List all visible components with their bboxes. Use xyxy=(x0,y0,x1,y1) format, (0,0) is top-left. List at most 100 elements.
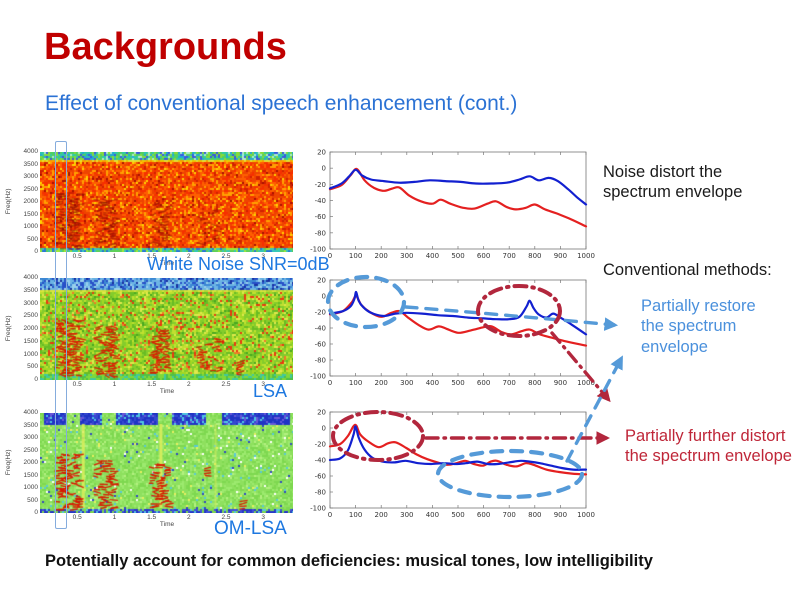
spec-ytick-label: 0 xyxy=(34,248,38,255)
spec-xtick-label: Time xyxy=(159,521,175,528)
spec-ytick-label: 3000 xyxy=(23,299,38,307)
x-tick-label: 0 xyxy=(328,379,332,387)
slide-footer: Potentially account for common deficienc… xyxy=(45,552,653,570)
blue-envelope xyxy=(328,290,588,336)
spec-ytick-label: 2500 xyxy=(23,446,38,454)
spec-ytick-label: 500 xyxy=(27,235,38,243)
x-tick-label: 500 xyxy=(451,252,464,260)
envelope-plot-1: 0 100 200 300 400 500 600 700 800 900 1000200-20-4… xyxy=(310,149,595,261)
x-tick-label: 800 xyxy=(528,379,541,387)
label-om-lsa: OM-LSA xyxy=(214,518,287,539)
spec-ytick-label: 1000 xyxy=(23,223,38,230)
y-tick-label: -20 xyxy=(315,309,326,317)
x-tick-label: 900 xyxy=(554,252,567,260)
y-tick-label: -40 xyxy=(315,325,326,333)
y-tick-label: -60 xyxy=(315,341,326,349)
x-tick-label: 800 xyxy=(528,252,541,260)
spec-ytick-label: 4000 xyxy=(23,409,38,416)
y-tick-label: -80 xyxy=(315,229,326,237)
spec-ytick-label: 2500 xyxy=(23,312,38,320)
red-envelope xyxy=(328,294,588,347)
spec-ytick-label: 500 xyxy=(27,363,38,371)
spec-ytick-label: 4000 xyxy=(23,274,38,281)
y-tick-label: -100 xyxy=(310,505,326,513)
label-white-noise: White Noise SNR=0dB xyxy=(147,254,330,274)
y-tick-label: 20 xyxy=(317,409,326,417)
x-tick-label: 800 xyxy=(528,511,541,519)
spec-xtick-label: 1 xyxy=(112,514,117,521)
spec-ytick-label: 1500 xyxy=(23,471,38,479)
envelope-plot-2: 0 100 200 300 400 500 600 700 800 900 1000200-20-4… xyxy=(310,277,595,388)
spec-ytick-label: 2000 xyxy=(23,198,38,205)
blue-envelope xyxy=(328,425,588,471)
spec-xtick-label: 2.5 xyxy=(221,381,231,388)
spectrogram-om-lsa-image xyxy=(40,413,293,513)
x-tick-label: 900 xyxy=(554,379,567,387)
spec-ytick-label: 0 xyxy=(34,376,38,383)
spec-ytick-label: 3500 xyxy=(23,286,38,294)
x-tick-label: 1000 xyxy=(577,511,595,519)
spectrogram-lsa-image xyxy=(40,278,293,380)
x-tick-label: 400 xyxy=(426,252,439,260)
spec-ytick-label: 1000 xyxy=(23,484,38,491)
y-tick-label: 0 xyxy=(322,425,326,433)
x-tick-label: 700 xyxy=(503,511,516,519)
spec-xtick-label: 1 xyxy=(112,253,117,260)
spec-xtick-label: 3 xyxy=(261,514,265,521)
spec-ytick-label: 500 xyxy=(27,496,38,504)
spec-xtick-label: 3 xyxy=(261,253,265,260)
y-tick-label: 0 xyxy=(322,293,326,301)
spec-ytick-label: 3500 xyxy=(23,421,38,429)
spec-ytick-label: Freq(Hz) xyxy=(4,315,12,342)
note-noise-distort: Noise distort the spectrum envelope xyxy=(603,163,743,202)
slide-title: Backgrounds xyxy=(44,26,287,68)
spec-xtick-label: 1.5 xyxy=(147,381,157,388)
spec-xtick-label: 0.5 xyxy=(72,381,82,388)
x-tick-label: 600 xyxy=(477,511,490,519)
spec-xtick-label: 2 xyxy=(186,253,191,260)
x-tick-label: 400 xyxy=(426,511,439,519)
ellipse-distorted-peak-lsa xyxy=(476,284,562,338)
spec-ytick-label: 3000 xyxy=(23,173,38,180)
spec-ytick-label: 2500 xyxy=(23,185,38,193)
x-tick-label: 200 xyxy=(375,379,388,387)
spec-ytick-label: 3000 xyxy=(23,434,38,441)
x-tick-label: 100 xyxy=(349,511,362,519)
x-tick-label: 700 xyxy=(503,379,516,387)
spec-ytick-label: 1500 xyxy=(23,210,38,218)
spec-ytick-label: 1500 xyxy=(23,337,38,345)
label-lsa: LSA xyxy=(253,381,288,401)
note-conventional-methods: Conventional methods: xyxy=(603,261,772,279)
x-tick-label: 100 xyxy=(349,379,362,387)
red-envelope xyxy=(328,423,588,476)
red-envelope xyxy=(328,167,588,228)
envelope-plot-3: 0 100 200 300 400 500 600 700 800 900 1000200-20-4… xyxy=(310,409,595,520)
y-tick-label: -60 xyxy=(315,213,326,221)
arrow-lsa-to-distort-text xyxy=(550,331,611,403)
y-tick-label: 20 xyxy=(317,149,326,157)
y-tick-label: -40 xyxy=(315,457,326,465)
spec-xtick-label: 3 xyxy=(261,381,265,388)
spec-xtick-label: Time xyxy=(159,260,175,267)
x-tick-label: 600 xyxy=(477,252,490,260)
ellipse-restored-peak-lsa xyxy=(325,274,407,330)
spec-xtick-label: 0.5 xyxy=(72,253,82,260)
spec-xtick-label: 1.5 xyxy=(147,514,157,521)
y-tick-label: 20 xyxy=(317,277,326,285)
spec-xtick-label: 2 xyxy=(186,514,191,521)
x-tick-label: 400 xyxy=(426,379,439,387)
x-tick-label: 700 xyxy=(503,252,516,260)
note-partially-restore: Partially restore the spectrum envelope xyxy=(641,297,756,356)
spec-ytick-label: 1000 xyxy=(23,350,38,358)
x-tick-label: 100 xyxy=(349,252,362,260)
spec-ytick-label: Freq(Hz) xyxy=(4,449,12,476)
spec-ytick-label: 0 xyxy=(34,509,38,516)
arrow-omlsa-to-restore-text xyxy=(565,355,623,463)
x-tick-label: 200 xyxy=(375,511,388,519)
spec-xtick-label: 2.5 xyxy=(221,514,231,521)
ellipse-restored-mid-omlsa xyxy=(435,448,585,500)
spec-xtick-label: 1 xyxy=(112,381,117,388)
x-tick-label: 500 xyxy=(451,511,464,519)
x-tick-label: 900 xyxy=(554,511,567,519)
x-tick-label: 300 xyxy=(400,379,413,387)
